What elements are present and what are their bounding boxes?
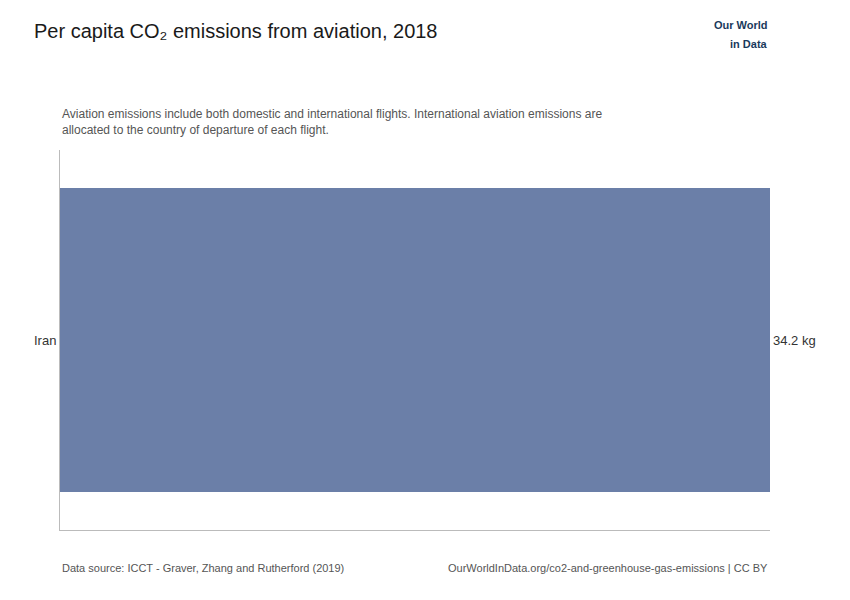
svg-text:in Data: in Data: [730, 38, 768, 50]
svg-text:34.2 kg: 34.2 kg: [773, 333, 816, 348]
svg-text:Iran: Iran: [34, 333, 56, 348]
svg-text:Our World: Our World: [714, 19, 768, 31]
svg-text:OurWorldInData.org/co2-and-gre: OurWorldInData.org/co2-and-greenhouse-ga…: [448, 562, 768, 574]
svg-text:Per capita CO₂ emissions from: Per capita CO₂ emissions from aviation, …: [34, 20, 438, 42]
svg-text:Aviation emissions include bot: Aviation emissions include both domestic…: [62, 107, 602, 137]
svg-text:Data source: ICCT - Graver, Zh: Data source: ICCT - Graver, Zhang and Ru…: [62, 562, 344, 574]
